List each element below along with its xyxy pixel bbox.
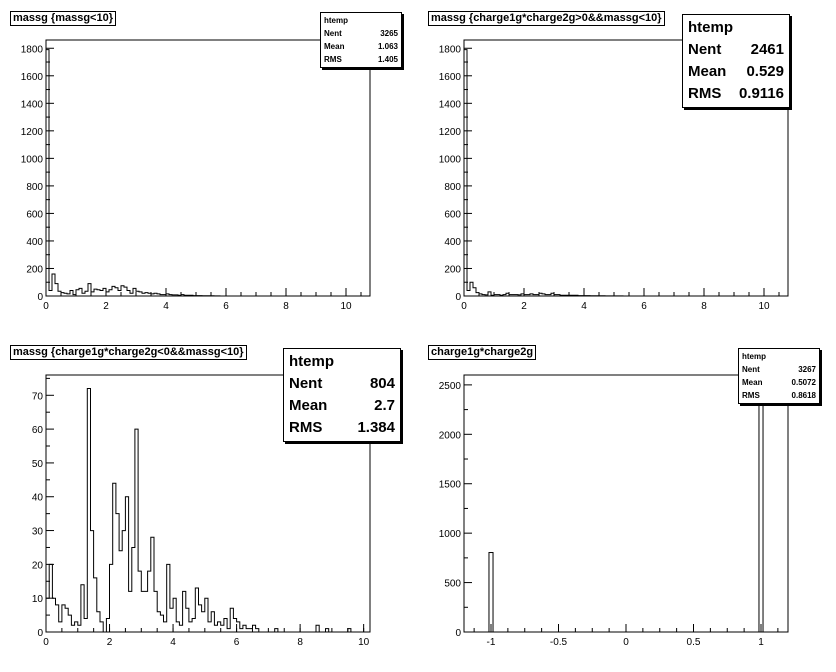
chart1-stats-name: htemp [324,16,348,25]
chart1-stats-entries-label: Nent [324,29,342,38]
chart4-xtick-label-2: 0 [623,637,629,648]
chart3-ytick-label-0: 0 [37,628,43,639]
chart3-stats-entries: 804 [369,375,395,392]
chart4-title: charge1g*charge2g [428,345,537,360]
chart2-stats-entries: 2461 [750,41,784,58]
chart4-frame [463,374,789,633]
chart3-stats-mean-label: Mean [289,397,328,414]
chart4-ytick-label-5: 2500 [439,381,462,392]
chart2-ytick-label-8: 1600 [439,72,462,83]
chart3-xtick-label-0: 0 [43,637,49,648]
chart3-ytick-label-7: 70 [32,391,44,402]
chart3-ytick-label-3: 30 [32,527,44,538]
chart3-stats-name: htemp [289,353,334,370]
chart1-ytick-label-3: 600 [26,209,43,220]
chart4-stats-mean-label: Mean [742,378,763,387]
chart1-xtick-label-4: 8 [283,301,289,312]
chart2-ytick-label-1: 200 [444,264,461,275]
chart2-ytick-label-0: 0 [455,292,461,303]
chart2-stats-rms: 0.9116 [738,85,784,102]
chart3-ytick-label-5: 50 [32,459,44,470]
chart1-ytick-label-2: 400 [26,237,43,248]
chart4-stats-box: htemp Nent 3267 Mean 0.5072 RMS 0.8618 [738,348,820,404]
chart4-stats-mean: 0.5072 [791,378,816,387]
chart2-xtick-label-0: 0 [461,301,467,312]
chart4-ytick-label-1: 500 [444,579,461,590]
chart3-stats-entries-label: Nent [289,375,323,392]
chart2-ytick-label-7: 1400 [439,99,462,110]
chart2-title: massg {charge1g*charge2g>0&&massg<10} [428,11,665,26]
chart2-ytick-label-4: 800 [444,182,461,193]
chart2-ytick-label-9: 1800 [439,44,462,55]
chart3-histogram [45,388,364,633]
chart3-ytick-label-4: 40 [32,493,44,504]
chart3-stats-rms: 1.384 [357,419,395,436]
chart4-bar-2 [758,388,764,633]
chart3-xtick-label-2: 4 [170,637,176,648]
chart3-ytick-label-6: 60 [32,425,44,436]
chart3-ytick-label-1: 10 [32,594,44,605]
chart4-stats-rms-label: RMS [742,391,760,400]
chart2-xtick-label-3: 6 [641,301,647,312]
chart1-ytick-label-9: 1800 [21,44,44,55]
chart1-ytick-label-1: 200 [26,264,43,275]
chart1-stats-rms: 1.405 [377,55,398,64]
chart1-xtick-label-2: 4 [163,301,169,312]
chart1-ytick-label-5: 1000 [21,154,44,165]
chart4-ytick-label-0: 0 [455,628,461,639]
chart4-xtick-label-3: 0.5 [687,637,701,648]
chart1-histogram [45,49,226,297]
chart4-ytick-label-4: 2000 [439,430,462,441]
chart2-xtick-label-1: 2 [521,301,527,312]
chart2-ytick-label-5: 1000 [439,154,462,165]
chart4-xtick-label-1: -0.5 [550,637,568,648]
chart2-stats-box: htemp Nent 2461 Mean 0.529 RMS 0.9116 [682,14,790,108]
chart3-stats-mean: 2.7 [374,397,395,414]
chart4-xtick-label-4: 1 [758,637,764,648]
chart1-title: massg {massg<10} [10,11,116,26]
chart4-ytick-label-2: 1000 [439,529,462,540]
chart1-xtick-label-1: 2 [103,301,109,312]
chart4-stats-entries: 3267 [798,365,816,374]
chart1-xtick-label-0: 0 [43,301,49,312]
chart4-stats-name: htemp [742,352,766,361]
chart1-ytick-label-0: 0 [37,292,43,303]
chart3-title: massg {charge1g*charge2g<0&&massg<10} [10,345,247,360]
chart3-xtick-label-1: 2 [107,637,113,648]
chart3-stats-rms-label: RMS [289,419,323,436]
chart1-ytick-label-7: 1400 [21,99,44,110]
chart2-ytick-label-3: 600 [444,209,461,220]
chart4-bar-1 [488,552,494,633]
chart1-ytick-label-4: 800 [26,182,43,193]
chart2-xtick-label-2: 4 [581,301,587,312]
chart1-xtick-label-5: 10 [340,301,352,312]
chart1-ytick-label-8: 1600 [21,72,44,83]
chart1-stats-mean-label: Mean [324,42,345,51]
chart4-stats-rms: 0.8618 [791,391,816,400]
chart2-xtick-label-5: 10 [758,301,770,312]
chart4-xtick-label-0: -1 [487,637,496,648]
chart3-xtick-label-5: 10 [358,637,370,648]
chart3-ytick-label-2: 20 [32,560,44,571]
chart2-ytick-label-2: 400 [444,237,461,248]
chart2-xtick-label-4: 8 [701,301,707,312]
chart2-stats-mean-label: Mean [688,63,727,80]
chart2-stats-entries-label: Nent [688,41,722,58]
chart1-frame [45,39,371,297]
chart2-stats-rms-label: RMS [688,85,722,102]
chart1-stats-mean: 1.063 [377,42,398,51]
chart1-xtick-label-3: 6 [223,301,229,312]
chart1-stats-entries: 3265 [380,29,398,38]
chart4-ytick-label-3: 1500 [439,480,462,491]
chart3-xtick-label-4: 8 [297,637,303,648]
chart3-stats-box: htemp Nent 804 Mean 2.7 RMS 1.384 [283,348,401,442]
chart2-stats-mean: 0.529 [746,63,784,80]
chart4-stats-entries-label: Nent [742,365,760,374]
chart2-ytick-label-6: 1200 [439,127,462,138]
chart3-xtick-label-3: 6 [234,637,240,648]
chart1-ytick-label-6: 1200 [21,127,44,138]
chart2-stats-name: htemp [688,19,733,36]
chart1-stats-rms-label: RMS [324,55,342,64]
chart1-stats-box: htemp Nent 3265 Mean 1.063 RMS 1.405 [320,12,402,68]
